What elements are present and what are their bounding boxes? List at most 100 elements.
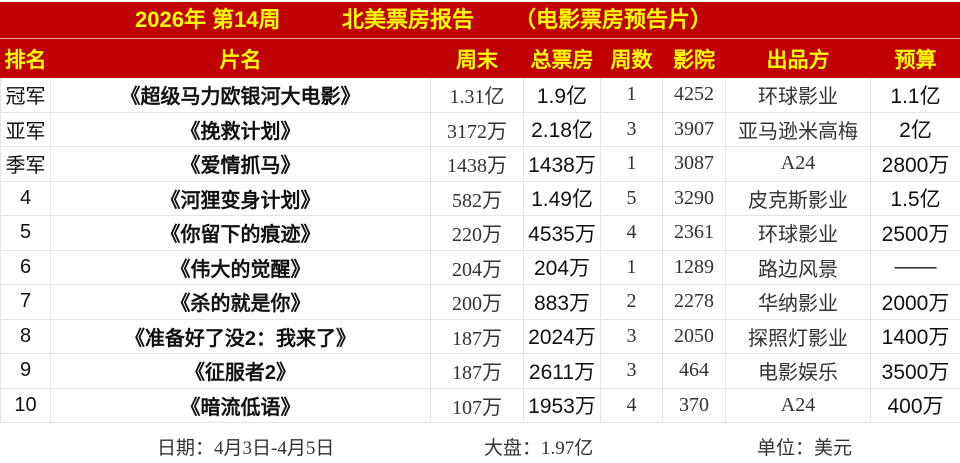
cell-film: 《河狸变身计划》 bbox=[50, 180, 431, 216]
cell-rank: 9 bbox=[0, 353, 51, 389]
cell-theaters: 3087 bbox=[662, 146, 726, 182]
box-office-table: 排名 片名 周末 总票房 周数 影院 出品方 预算 冠军 《超级马力欧银河大电影》… bbox=[0, 39, 960, 423]
cell-studio: 华纳影业 bbox=[725, 284, 871, 320]
cell-rank: 冠军 bbox=[0, 77, 51, 113]
cell-weekend: 582万 bbox=[430, 180, 524, 216]
cell-weeks: 2 bbox=[600, 284, 663, 320]
cell-film: 《挽救计划》 bbox=[50, 111, 431, 147]
cell-budget: 1.5亿 bbox=[870, 180, 960, 216]
cell-studio: 环球影业 bbox=[725, 215, 871, 251]
cell-weeks: 3 bbox=[600, 111, 663, 147]
report-subtitle: （电影票房预告片） bbox=[514, 7, 713, 32]
cell-budget: 3500万 bbox=[870, 353, 960, 389]
cell-weekend: 107万 bbox=[430, 387, 524, 423]
cell-weeks: 3 bbox=[600, 353, 663, 389]
cell-weekend: 1438万 bbox=[430, 146, 524, 182]
cell-total: 2.18亿 bbox=[523, 111, 601, 147]
table-row: 9 《征服者2》 187万 2611万 3 464 电影娱乐 3500万 bbox=[0, 353, 960, 389]
cell-total: 1953万 bbox=[523, 387, 601, 423]
cell-total: 2024万 bbox=[523, 318, 601, 354]
cell-budget: 2800万 bbox=[870, 146, 960, 182]
cell-theaters: 2278 bbox=[662, 284, 726, 320]
cell-total: 1.49亿 bbox=[523, 180, 601, 216]
col-film: 片名 bbox=[50, 39, 431, 78]
cell-weekend: 187万 bbox=[430, 318, 524, 354]
cell-weeks: 4 bbox=[600, 387, 663, 423]
cell-theaters: 464 bbox=[662, 353, 726, 389]
cell-weeks: 4 bbox=[600, 215, 663, 251]
cell-budget: —— bbox=[870, 249, 960, 285]
table-row: 10 《暗流低语》 107万 1953万 4 370 A24 400万 bbox=[0, 387, 960, 423]
cell-film: 《暗流低语》 bbox=[50, 387, 431, 423]
cell-studio: 皮克斯影业 bbox=[725, 180, 871, 216]
cell-theaters: 2361 bbox=[662, 215, 726, 251]
cell-weekend: 1.31亿 bbox=[430, 77, 524, 113]
cell-rank: 4 bbox=[0, 180, 51, 216]
cell-weeks: 3 bbox=[600, 318, 663, 354]
table-row: 5 《你留下的痕迹》 220万 4535万 4 2361 环球影业 2500万 bbox=[0, 215, 960, 251]
cell-studio: 亚马逊米高梅 bbox=[725, 111, 871, 147]
cell-studio: 电影娱乐 bbox=[725, 353, 871, 389]
cell-weekend: 200万 bbox=[430, 284, 524, 320]
cell-theaters: 4252 bbox=[662, 77, 726, 113]
col-rank: 排名 bbox=[0, 39, 51, 78]
currency-unit: 单位：美元 bbox=[757, 438, 853, 459]
cell-film: 《超级马力欧银河大电影》 bbox=[50, 77, 431, 113]
cell-budget: 2500万 bbox=[870, 215, 960, 251]
cell-total: 4535万 bbox=[523, 215, 601, 251]
cell-rank: 10 bbox=[0, 387, 51, 423]
cell-weekend: 204万 bbox=[430, 249, 524, 285]
cell-theaters: 2050 bbox=[662, 318, 726, 354]
cell-film: 《杀的就是你》 bbox=[50, 284, 431, 320]
col-total: 总票房 bbox=[523, 39, 601, 78]
table-row: 8 《准备好了没2：我来了》 187万 2024万 3 2050 探照灯影业 1400万 bbox=[0, 318, 960, 354]
col-budget: 预算 bbox=[870, 39, 960, 78]
cell-total: 1.9亿 bbox=[523, 77, 601, 113]
cell-studio: A24 bbox=[725, 387, 871, 423]
cell-budget: 2000万 bbox=[870, 284, 960, 320]
cell-film: 《征服者2》 bbox=[50, 353, 431, 389]
col-weekend: 周末 bbox=[430, 39, 524, 78]
cell-total: 883万 bbox=[523, 284, 601, 320]
cell-weeks: 1 bbox=[600, 249, 663, 285]
market-total: 大盘：1.97亿 bbox=[484, 438, 594, 459]
cell-film: 《伟大的觉醒》 bbox=[50, 249, 431, 285]
cell-studio: 环球影业 bbox=[725, 77, 871, 113]
cell-budget: 1.1亿 bbox=[870, 77, 960, 113]
report-title-bar: 2026年 第14周 北美票房报告 （电影票房预告片） bbox=[0, 2, 960, 39]
cell-budget: 400万 bbox=[870, 387, 960, 423]
cell-total: 1438万 bbox=[523, 146, 601, 182]
table-row: 6 《伟大的觉醒》 204万 204万 1 1289 路边风景 —— bbox=[0, 249, 960, 285]
cell-weekend: 220万 bbox=[430, 215, 524, 251]
table-row: 冠军 《超级马力欧银河大电影》 1.31亿 1.9亿 1 4252 环球影业 1.1亿 bbox=[0, 77, 960, 113]
cell-rank: 亚军 bbox=[0, 111, 51, 147]
cell-weeks: 1 bbox=[600, 146, 663, 182]
cell-film: 《爱情抓马》 bbox=[50, 146, 431, 182]
table-row: 7 《杀的就是你》 200万 883万 2 2278 华纳影业 2000万 bbox=[0, 284, 960, 320]
report-title: 北美票房报告 bbox=[342, 7, 475, 32]
cell-rank: 8 bbox=[0, 318, 51, 354]
cell-rank: 5 bbox=[0, 215, 51, 251]
cell-total: 2611万 bbox=[523, 353, 601, 389]
cell-film: 《准备好了没2：我来了》 bbox=[50, 318, 431, 354]
cell-rank: 6 bbox=[0, 249, 51, 285]
cell-theaters: 3907 bbox=[662, 111, 726, 147]
table-row: 4 《河狸变身计划》 582万 1.49亿 5 3290 皮克斯影业 1.5亿 bbox=[0, 180, 960, 216]
cell-theaters: 1289 bbox=[662, 249, 726, 285]
cell-budget: 1400万 bbox=[870, 318, 960, 354]
cell-theaters: 370 bbox=[662, 387, 726, 423]
footer: 日期：4月3日-4月5日 大盘：1.97亿 单位：美元 bbox=[0, 425, 960, 463]
cell-film: 《你留下的痕迹》 bbox=[50, 215, 431, 251]
cell-theaters: 3290 bbox=[662, 180, 726, 216]
col-theaters: 影院 bbox=[662, 39, 726, 78]
cell-studio: 探照灯影业 bbox=[725, 318, 871, 354]
header-row: 排名 片名 周末 总票房 周数 影院 出品方 预算 bbox=[0, 39, 960, 78]
table-row: 亚军 《挽救计划》 3172万 2.18亿 3 3907 亚马逊米高梅 2亿 bbox=[0, 111, 960, 147]
week-label: 2026年 第14周 bbox=[135, 7, 281, 32]
date-range: 日期：4月3日-4月5日 bbox=[157, 438, 335, 459]
cell-budget: 2亿 bbox=[870, 111, 960, 147]
table-row: 季军 《爱情抓马》 1438万 1438万 1 3087 A24 2800万 bbox=[0, 146, 960, 182]
col-studio: 出品方 bbox=[725, 39, 871, 78]
cell-total: 204万 bbox=[523, 249, 601, 285]
col-weeks: 周数 bbox=[600, 39, 663, 78]
